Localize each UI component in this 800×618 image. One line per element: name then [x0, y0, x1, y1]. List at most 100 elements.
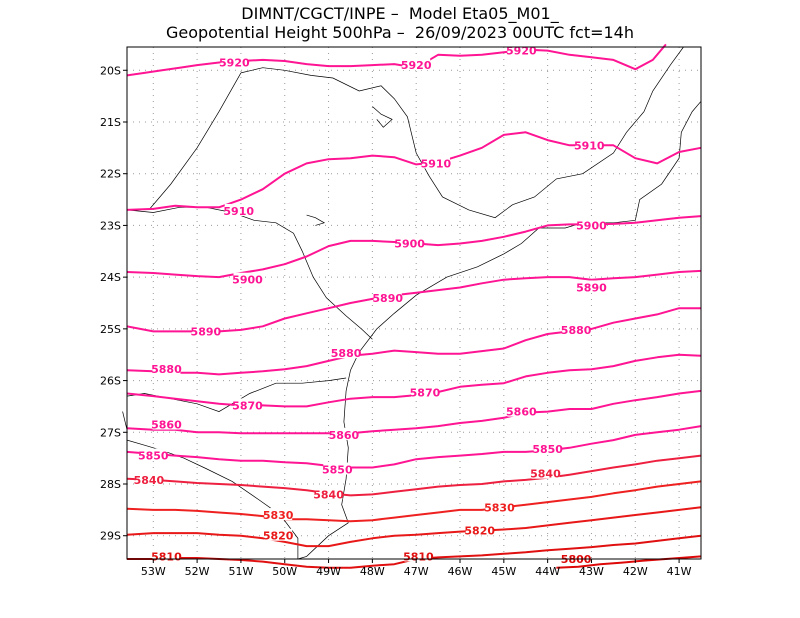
lon-tick-label: 49W	[316, 565, 341, 578]
lon-tick-label: 44W	[535, 565, 560, 578]
contour-5860	[126, 389, 702, 435]
contour-label: 5890	[372, 292, 403, 305]
contour-label: 5920	[401, 59, 432, 72]
contour-label-bg	[404, 549, 433, 562]
contour-label: 5840	[530, 468, 561, 481]
contour-label-bg	[314, 487, 343, 500]
contour-label-bg	[233, 398, 262, 411]
contour-label-bg	[465, 523, 494, 536]
contour-5880	[126, 307, 701, 376]
lon-tick-label: 47W	[404, 565, 429, 578]
contour-label: 5860	[151, 419, 182, 432]
contour-label-bg	[562, 552, 591, 564]
contour-label-bg	[152, 417, 181, 430]
contour-label: 5920	[506, 45, 537, 58]
contour-label: 5850	[138, 450, 169, 463]
contour-label-bg	[264, 508, 293, 521]
contour-label: 5880	[331, 347, 362, 360]
contour-label: 5840	[134, 474, 165, 487]
contour-label: 5880	[561, 324, 592, 337]
contour-label-bg	[233, 272, 262, 285]
lon-tick-label: 50W	[272, 565, 297, 578]
contour-label-bg	[533, 441, 562, 454]
contour-label-bg	[562, 322, 591, 335]
contour-label: 5870	[410, 386, 441, 399]
lat-tick-label: 23S	[100, 219, 121, 232]
contour-label-bg	[152, 549, 181, 562]
contour-label-bg	[332, 346, 361, 359]
lat-tick-label: 27S	[100, 426, 121, 439]
lon-tick-label: 43W	[579, 565, 604, 578]
contour-label-bg	[402, 58, 431, 71]
map-frame	[126, 46, 702, 560]
contour-5820	[126, 506, 702, 548]
coastline-segment	[122, 411, 128, 430]
contour-label-bg	[224, 203, 253, 216]
coastlines-borders	[122, 46, 702, 560]
contour-label-bg	[264, 528, 293, 541]
coastline-segment	[306, 214, 326, 226]
contour-label: 5820	[263, 530, 294, 543]
contour-5830	[126, 480, 702, 523]
contour-label-bg	[575, 138, 604, 151]
contour-label-bg	[485, 500, 514, 513]
contour-5800	[556, 555, 702, 569]
lat-tick-label: 29S	[100, 530, 121, 543]
contour-label: 5890	[576, 281, 607, 294]
axes: 53W 52W 51W 50W 49W 48W 47W 46W 45W 44W 43W 42W 41W 2…	[100, 64, 692, 578]
coastline-segment	[240, 67, 513, 219]
lat-tick-label: 24S	[100, 271, 121, 284]
contour-label: 5810	[403, 550, 434, 563]
contour-label: 5810	[151, 550, 182, 563]
contour-label: 5860	[506, 406, 537, 419]
contour-label-bg	[410, 385, 439, 398]
contour-label: 5840	[313, 488, 344, 501]
contour-label: 5910	[223, 205, 254, 218]
contour-5840	[126, 454, 702, 497]
chart-title: DIMNT/CGCT/INPE – Model Eta05_M01_ Geopo…	[0, 4, 800, 42]
contour-label-bg	[139, 448, 168, 461]
contour-label: 5820	[464, 525, 495, 538]
contour-label-bg	[395, 236, 424, 249]
coastline-segment	[372, 106, 393, 128]
title-line-1: DIMNT/CGCT/INPE – Model Eta05_M01_	[241, 4, 559, 23]
contour-label: 5890	[191, 325, 222, 338]
contour-label-bg	[507, 404, 536, 417]
lat-tick-label: 26S	[100, 375, 121, 388]
contour-label: 5900	[232, 274, 263, 287]
lon-tick-label: 41W	[667, 565, 692, 578]
gridlines	[127, 47, 701, 559]
contour-label: 5900	[576, 219, 607, 232]
contour-label-bg	[152, 362, 181, 375]
contour-label-bg	[421, 156, 450, 169]
coastline-segment	[148, 72, 242, 211]
contour-label-bg	[134, 472, 163, 485]
coastline-segment	[297, 522, 349, 560]
contour-label-bg	[577, 280, 606, 293]
contour-label: 5920	[219, 57, 250, 70]
lon-tick-label: 51W	[228, 565, 253, 578]
contour-label: 5860	[329, 429, 360, 442]
contour-label-bg	[531, 466, 560, 479]
coastline-segment	[341, 101, 702, 523]
lat-tick-label: 20S	[100, 64, 121, 77]
title-line-2: Geopotential Height 500hPa – 26/09/2023 …	[165, 23, 634, 42]
lon-tick-label: 46W	[448, 565, 473, 578]
contour-label: 5830	[263, 509, 294, 522]
contour-label: 5850	[532, 443, 563, 456]
contour-label: 5910	[574, 139, 605, 152]
lon-tick-label: 48W	[360, 565, 385, 578]
lon-tick-label: 52W	[185, 565, 210, 578]
lat-tick-label: 22S	[100, 168, 121, 181]
lon-tick-label: 53W	[141, 565, 166, 578]
lat-tick-label: 21S	[100, 116, 121, 129]
contour-label: 5870	[232, 399, 263, 412]
lon-tick-label: 42W	[623, 565, 648, 578]
contour-5920	[126, 43, 667, 77]
coastline-segment	[643, 46, 684, 112]
contour-5850	[126, 425, 702, 469]
contour-5890	[126, 269, 702, 333]
contour-label: 5910	[421, 157, 452, 170]
contour-label-bg	[577, 218, 606, 231]
